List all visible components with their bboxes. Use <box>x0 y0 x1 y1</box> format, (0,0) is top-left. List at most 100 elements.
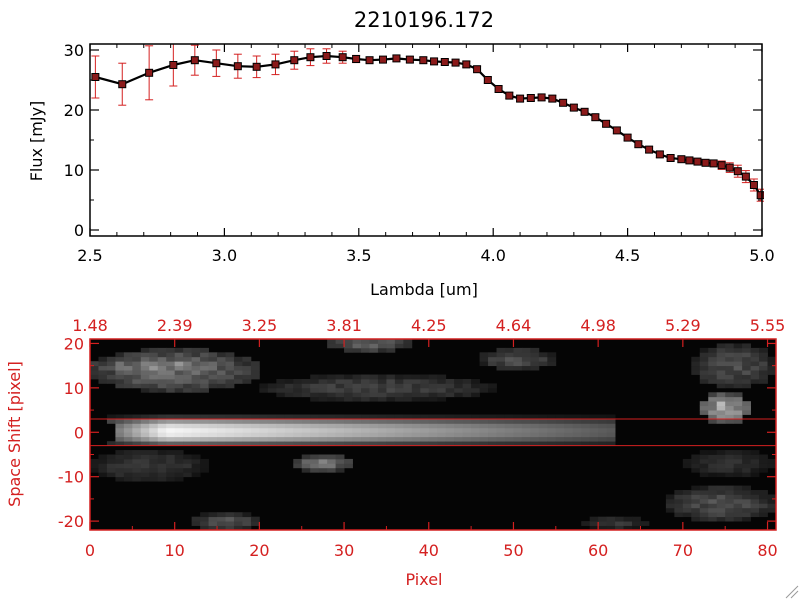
image-pixel <box>394 387 404 393</box>
image-pixel <box>242 432 252 438</box>
image-pixel <box>183 436 193 442</box>
image-pixel <box>725 463 735 469</box>
image-pixel <box>352 392 362 398</box>
image-pixel <box>479 383 489 389</box>
image-pixel <box>335 436 345 442</box>
image-pixel <box>352 383 362 389</box>
image-pixel <box>665 507 675 513</box>
image-pixel <box>691 370 701 375</box>
top-y-tick-label: 30 <box>64 41 84 60</box>
image-pixel <box>428 374 438 380</box>
image-pixel <box>699 490 709 495</box>
image-pixel <box>301 427 311 433</box>
image-pixel <box>572 436 582 442</box>
image-pixel <box>513 356 523 362</box>
image-pixel <box>454 427 464 433</box>
image-pixel <box>547 414 557 420</box>
image-pixel <box>386 383 396 389</box>
image-pixel <box>183 356 193 362</box>
image-pixel <box>301 458 311 464</box>
image-pixel <box>115 454 125 460</box>
image-pixel <box>377 374 387 380</box>
image-pixel <box>191 387 201 393</box>
image-pixel <box>327 454 337 460</box>
image-pixel <box>377 343 387 349</box>
image-pixel <box>403 396 413 402</box>
image-pixel <box>521 441 531 446</box>
image-pixel <box>428 383 438 389</box>
image-pixel <box>716 458 726 464</box>
image-pixel <box>750 365 760 371</box>
image-pixel <box>386 343 396 349</box>
image-pixel <box>225 365 235 371</box>
image-pixel <box>217 441 226 446</box>
image-pixel <box>699 512 709 518</box>
image-pixel <box>191 454 201 460</box>
image-pixel <box>386 432 396 438</box>
image-pixel <box>318 467 328 473</box>
image-pixel <box>725 365 735 371</box>
image-pixel <box>733 467 743 473</box>
image-pixel <box>327 343 337 349</box>
image-pixel <box>217 423 226 429</box>
image-pixel <box>327 392 337 398</box>
image-pixel <box>733 392 743 398</box>
image-pixel <box>132 414 142 420</box>
image-pixel <box>547 352 557 358</box>
image-pixel <box>504 418 514 424</box>
image-pixel <box>437 383 447 389</box>
image-pixel <box>547 356 557 362</box>
image-pixel <box>420 432 430 438</box>
image-pixel <box>377 436 387 442</box>
image-pixel <box>174 365 184 371</box>
image-pixel <box>394 374 404 380</box>
image-pixel <box>547 361 557 367</box>
image-pixel <box>504 441 514 446</box>
image-pixel <box>123 467 133 473</box>
image-pixel <box>699 503 709 509</box>
image-pixel <box>115 414 125 420</box>
image-pixel <box>581 418 591 424</box>
image-pixel <box>352 347 362 353</box>
image-pixel <box>132 361 142 367</box>
image-pixel <box>394 392 404 398</box>
image-pixel <box>267 432 277 438</box>
image-pixel <box>479 361 489 367</box>
image-pixel <box>420 383 430 389</box>
image-pixel <box>386 387 396 393</box>
image-pixel <box>394 378 404 384</box>
image-pixel <box>344 374 353 380</box>
image-pixel <box>428 427 438 433</box>
image-pixel <box>750 490 760 495</box>
image-pixel <box>123 370 133 375</box>
image-pixel <box>708 410 718 415</box>
image-pixel <box>555 441 565 446</box>
image-pixel <box>217 361 226 367</box>
resize-grip-icon[interactable] <box>785 585 799 599</box>
image-pixel <box>149 454 159 460</box>
image-pixel <box>403 432 413 438</box>
image-pixel <box>479 352 489 358</box>
image-pixel <box>504 347 514 353</box>
image-pixel <box>132 423 142 429</box>
image-pixel <box>725 401 735 407</box>
image-pixel <box>725 370 735 375</box>
flux-point <box>212 59 221 68</box>
image-pixel <box>174 436 184 442</box>
image-pixel <box>708 472 718 478</box>
image-pixel <box>445 387 455 393</box>
image-pixel <box>335 339 345 344</box>
image-pixel <box>90 458 99 464</box>
image-pixel <box>335 463 345 469</box>
top-y-tick-label: 0 <box>74 221 84 240</box>
image-pixel <box>733 414 743 420</box>
image-pixel <box>716 365 726 371</box>
image-pixel <box>504 423 514 429</box>
image-pixel <box>200 418 209 424</box>
image-pixel <box>386 427 396 433</box>
image-pixel <box>123 418 133 424</box>
image-pixel <box>725 396 735 402</box>
image-pixel <box>369 427 379 433</box>
image-pixel <box>530 347 540 353</box>
